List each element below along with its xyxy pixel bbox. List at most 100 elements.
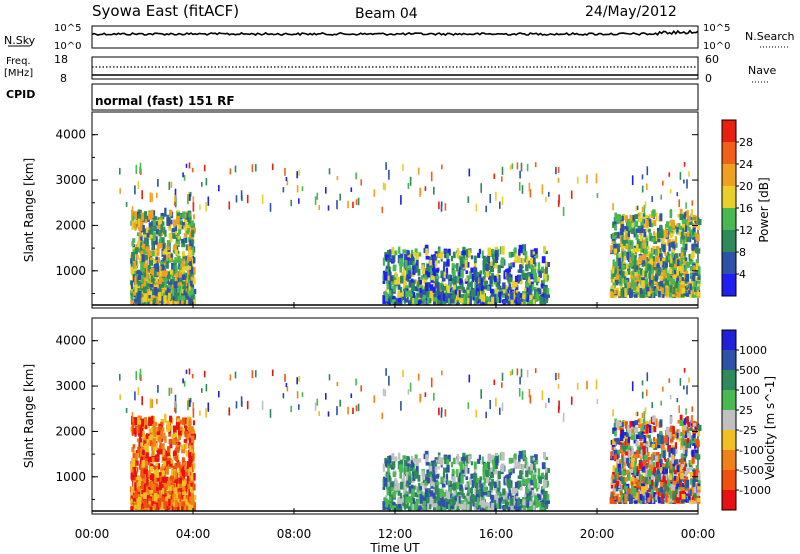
echo-cell bbox=[645, 262, 649, 271]
echo-cell bbox=[695, 262, 699, 272]
echo-cell bbox=[684, 228, 688, 232]
echo-cell bbox=[156, 252, 160, 256]
echo-cell bbox=[454, 289, 457, 295]
echo-cell bbox=[618, 215, 622, 221]
echo-cell bbox=[418, 295, 422, 301]
echo-cell bbox=[576, 176, 579, 184]
echo-cell bbox=[634, 214, 639, 220]
echo-cell bbox=[134, 185, 136, 195]
echo-cell bbox=[533, 501, 536, 508]
echo-cell bbox=[537, 483, 540, 488]
echo-cell bbox=[159, 236, 162, 245]
echo-cell bbox=[685, 261, 690, 267]
echo-cell bbox=[694, 287, 697, 293]
echo-cell bbox=[143, 483, 146, 492]
echo-cell bbox=[690, 209, 694, 218]
echo-cell bbox=[391, 461, 396, 468]
echo-cell bbox=[160, 430, 163, 439]
echo-cell bbox=[671, 226, 675, 234]
echo-cell bbox=[161, 427, 165, 432]
echo-cell bbox=[683, 290, 687, 297]
echo-cell bbox=[422, 496, 427, 504]
echo-cell bbox=[397, 284, 401, 290]
echo-cell bbox=[173, 246, 176, 254]
echo-cell bbox=[385, 473, 388, 482]
echo-cell bbox=[522, 293, 526, 300]
echo-cell bbox=[181, 444, 185, 450]
echo-cell bbox=[134, 490, 138, 499]
echo-cell bbox=[447, 274, 451, 280]
echo-cell bbox=[451, 469, 455, 475]
echo-cell bbox=[487, 296, 491, 305]
echo-cell bbox=[387, 269, 391, 275]
echo-cell bbox=[537, 288, 542, 295]
echo-cell bbox=[687, 227, 691, 231]
echo-cell bbox=[461, 294, 465, 298]
echo-cell bbox=[153, 503, 157, 510]
echo-cell bbox=[647, 291, 651, 297]
echo-cell bbox=[435, 270, 439, 276]
echo-cell bbox=[671, 252, 674, 258]
echo-cell bbox=[458, 495, 461, 504]
echo-cell bbox=[385, 257, 389, 262]
echo-cell bbox=[164, 413, 167, 423]
echo-cell bbox=[440, 498, 444, 507]
echo-cell bbox=[414, 295, 418, 304]
echo-cell bbox=[435, 268, 440, 273]
nsearch-tick-bottom: 10^0 bbox=[703, 41, 730, 52]
echo-cell bbox=[448, 486, 452, 495]
echo-cell bbox=[152, 277, 155, 285]
echo-cell bbox=[172, 465, 176, 470]
echo-cell bbox=[673, 286, 676, 295]
echo-cell bbox=[632, 260, 635, 269]
echo-cell bbox=[179, 214, 182, 218]
echo-cell bbox=[498, 274, 501, 284]
echo-cell bbox=[534, 468, 537, 473]
echo-cell bbox=[185, 450, 188, 457]
echo-cell bbox=[461, 500, 465, 510]
echo-cell bbox=[529, 467, 533, 476]
echo-cell bbox=[495, 274, 500, 280]
echo-cell bbox=[458, 491, 463, 499]
echo-cell bbox=[175, 264, 178, 273]
echo-cell bbox=[145, 446, 149, 455]
echo-cell bbox=[513, 259, 518, 263]
echo-cell bbox=[665, 255, 669, 263]
echo-cell bbox=[149, 490, 154, 494]
echo-cell bbox=[393, 490, 397, 495]
echo-cell bbox=[174, 300, 177, 305]
echo-cell bbox=[416, 493, 421, 498]
echo-cell bbox=[447, 491, 450, 499]
echo-cell bbox=[228, 201, 231, 210]
echo-cell bbox=[500, 451, 505, 461]
echo-cell bbox=[635, 270, 640, 274]
echo-cell bbox=[172, 219, 177, 227]
echo-cell bbox=[646, 166, 649, 176]
power-echo-cells bbox=[119, 162, 702, 305]
echo-cell bbox=[416, 499, 421, 504]
echo-cell bbox=[502, 290, 506, 294]
echo-cell bbox=[177, 276, 180, 282]
echo-cell bbox=[181, 501, 186, 507]
echo-cell bbox=[682, 221, 685, 231]
echo-cell bbox=[697, 274, 701, 281]
echo-cell bbox=[487, 247, 491, 256]
echo-cell bbox=[674, 253, 679, 260]
echo-cell bbox=[180, 426, 183, 431]
echo-cell bbox=[537, 494, 542, 501]
echo-cell bbox=[183, 439, 187, 443]
echo-cell bbox=[454, 495, 457, 501]
echo-cell bbox=[175, 197, 177, 208]
echo-cell bbox=[474, 488, 477, 497]
echo-cell bbox=[664, 268, 668, 275]
echo-cell bbox=[137, 291, 142, 299]
echo-cell bbox=[136, 254, 139, 260]
echo-cell bbox=[689, 283, 692, 290]
echo-cell bbox=[682, 239, 686, 248]
echo-cell bbox=[163, 249, 167, 253]
echo-cell bbox=[188, 162, 191, 169]
echo-cell bbox=[624, 288, 627, 298]
echo-cell bbox=[634, 220, 639, 228]
echo-cell bbox=[529, 189, 532, 198]
echo-cell bbox=[383, 506, 387, 510]
